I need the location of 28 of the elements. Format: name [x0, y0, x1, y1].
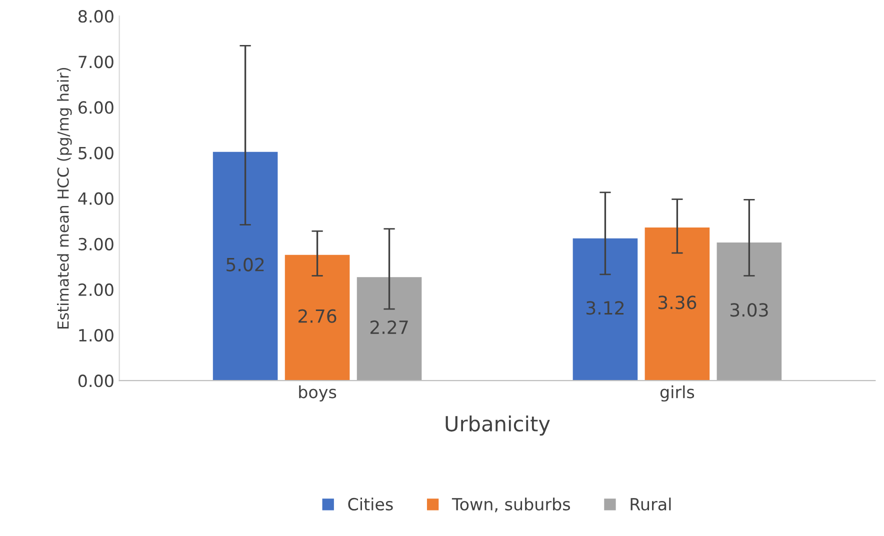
bar [572, 238, 638, 381]
data-label: 2.76 [298, 309, 336, 323]
y-tick-label: 8.00 [78, 10, 114, 23]
y-tick-label: 0.00 [78, 374, 114, 388]
data-label: 5.02 [226, 258, 264, 272]
y-axis-title: Estimated mean HCC (pg/mg hair) [57, 68, 72, 329]
y-tick-label: 1.00 [79, 328, 114, 342]
y-tick-label: 4.00 [78, 192, 114, 205]
x-axis-title: Urbanicity [446, 415, 550, 436]
bar [644, 227, 710, 381]
bar [356, 277, 422, 381]
data-label: 3.03 [730, 303, 768, 317]
bar [284, 254, 350, 381]
x-tick-label: girls [660, 385, 694, 402]
y-tick-label: 3.00 [78, 238, 114, 250]
x-tick-label: boys [299, 385, 336, 402]
legend-label: Town, suburbs [452, 498, 570, 512]
bar [716, 242, 782, 381]
bar [212, 152, 278, 381]
y-tick-label: 6.00 [78, 101, 114, 114]
legend-label: Cities [348, 498, 393, 511]
data-label: 3.36 [658, 296, 696, 310]
y-tick-label: 2.00 [78, 283, 114, 296]
legend-label: Rural [630, 498, 671, 511]
y-tick-label: 5.00 [78, 146, 114, 160]
data-label: 2.27 [370, 320, 408, 334]
y-tick-label: 7.00 [78, 56, 114, 68]
data-label: 3.12 [586, 301, 624, 315]
